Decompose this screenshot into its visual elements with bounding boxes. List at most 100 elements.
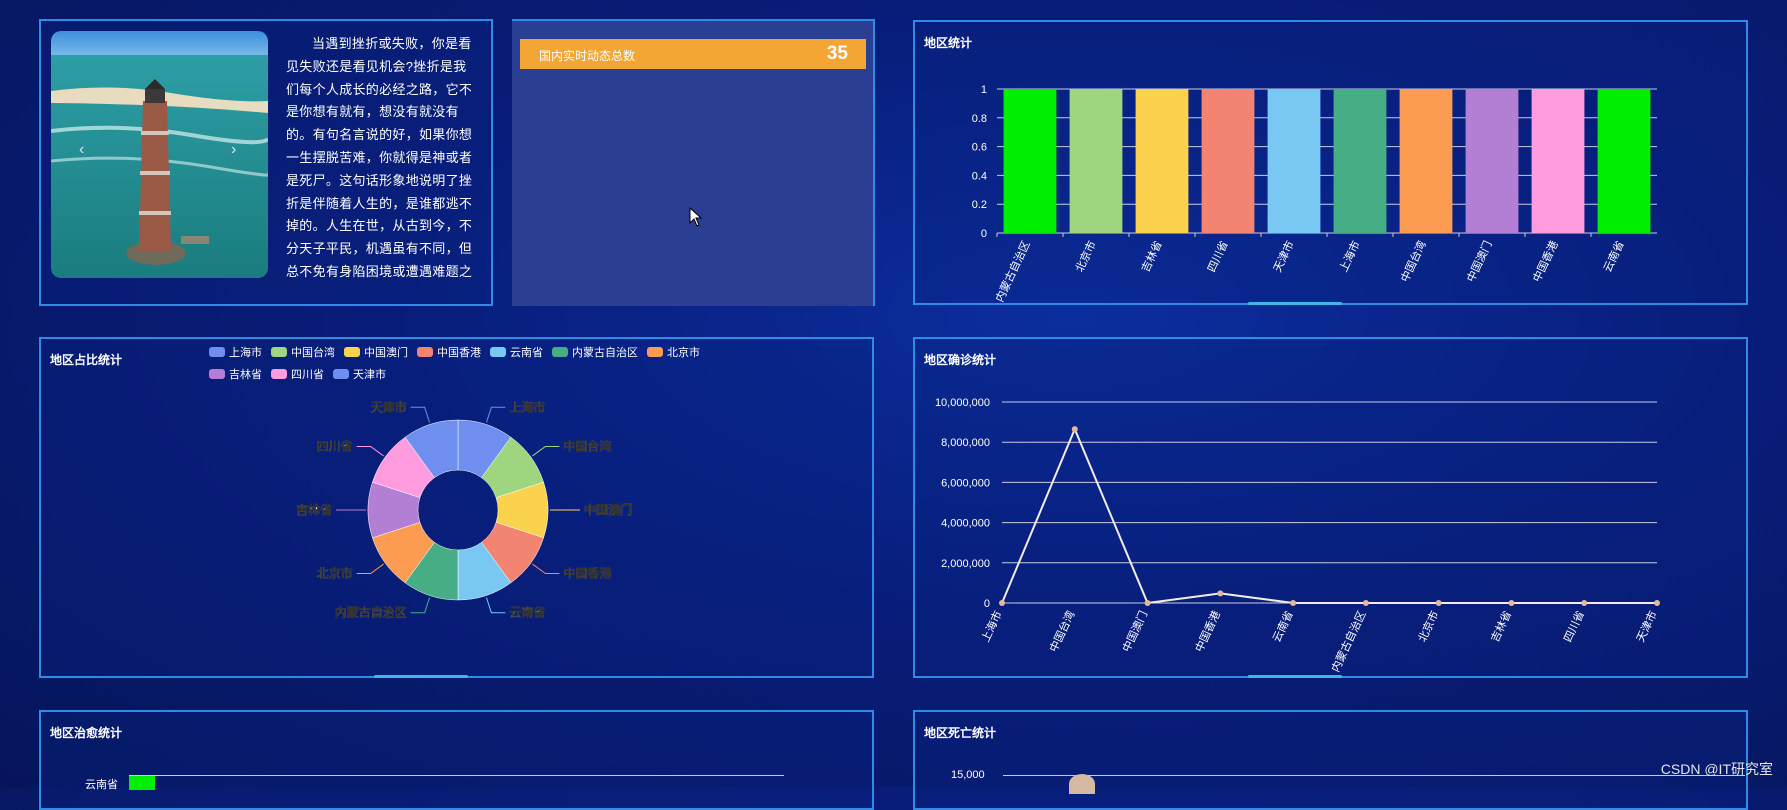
legend-item[interactable]: 中国台湾	[271, 344, 335, 360]
pie-label: 中国澳门	[584, 502, 632, 517]
pie-label-line	[410, 406, 431, 423]
cure-first-label: 云南省	[85, 779, 118, 791]
cure-first-bar	[129, 776, 155, 790]
bar-x-tick: 四川省	[1205, 239, 1231, 274]
bar-中国香港	[1531, 89, 1585, 233]
line-y-tick: 8,000,000	[941, 437, 990, 449]
carousel-prev-button[interactable]: ‹	[79, 141, 85, 158]
legend-label: 内蒙古自治区	[572, 347, 638, 359]
line-point-中国澳门	[1144, 600, 1151, 606]
legend-label: 中国台湾	[291, 347, 335, 359]
legend-swatch	[417, 347, 433, 357]
pie-label: 云南省	[509, 605, 545, 620]
legend-item[interactable]: 上海市	[209, 344, 262, 360]
lighthouse-photo[interactable]: ‹ ›	[51, 31, 268, 278]
bar-中国澳门	[1465, 89, 1519, 233]
bar-吉林省	[1135, 89, 1189, 233]
bar-y-tick: 0.6	[972, 142, 987, 154]
story-text: 当遇到挫折或失败，你是看见失败还是看见机会?挫折是我们每个人成长的必经之路，它不…	[286, 36, 473, 279]
pie-label-line	[485, 406, 506, 423]
line-series	[1001, 426, 1657, 605]
bar-y-tick: 0	[981, 228, 987, 240]
pie-label: 天津市	[371, 399, 407, 414]
death-chart-title: 地区死亡统计	[924, 726, 997, 740]
bar-chart-title: 地区统计	[924, 36, 973, 50]
line-y-tick: 2,000,000	[941, 558, 990, 570]
cure-axis-line	[129, 775, 784, 776]
legend-swatch	[209, 347, 225, 357]
line-point-内蒙古自治区	[1362, 600, 1369, 606]
legend-item[interactable]: 北京市	[647, 344, 700, 360]
legend-label: 上海市	[229, 347, 262, 359]
bar-x-tick: 内蒙古自治区	[992, 238, 1033, 303]
bar-云南省	[1597, 89, 1651, 233]
line-point-中国香港	[1217, 590, 1224, 597]
line-x-tick: 上海市	[978, 608, 1005, 644]
bar-y-tick: 1	[981, 84, 987, 96]
bar-y-tick: 0.4	[972, 170, 987, 182]
bar-内蒙古自治区	[1003, 89, 1057, 233]
line-chart: 0 2,000,000 4,000,000 6,000,000 8,000,000 10,…	[935, 397, 1660, 674]
bar-x-tick: 天津市	[1270, 238, 1297, 274]
legend-item[interactable]: 中国澳门	[344, 344, 408, 360]
pie-label-line	[532, 446, 560, 457]
line-x-tick: 中国台湾	[1046, 608, 1077, 654]
legend-label: 云南省	[510, 347, 543, 359]
mouse-cursor-icon	[689, 207, 703, 227]
pie-legend: 上海市 中国台湾 中国澳门 中国香港 云南省 内蒙古自治区 北京市吉林省 四川省 天津市	[209, 344, 749, 388]
pie-label: 内蒙古自治区	[335, 605, 407, 620]
bar-x-tick: 云南省	[1601, 239, 1627, 274]
legend-item[interactable]: 中国香港	[417, 344, 481, 360]
legend-item[interactable]: 天津市	[333, 366, 386, 382]
legend-swatch	[333, 369, 349, 379]
line-x-tick: 内蒙古自治区	[1328, 608, 1369, 674]
bar-chart-panel: 地区统计 0 0.2 0.4 0.6 0.8 1 内蒙古自治区 北京市 吉林省 四川省 天津市 上海市…	[913, 20, 1748, 305]
line-point-吉林省	[1508, 600, 1515, 606]
legend-item[interactable]: 内蒙古自治区	[552, 344, 638, 360]
legend-label: 天津市	[353, 369, 386, 381]
watermark: CSDN @IT研究室	[1660, 761, 1773, 777]
line-x-tick: 吉林省	[1488, 608, 1515, 644]
pie-label: 中国台湾	[563, 439, 611, 454]
bar-x-tick: 北京市	[1072, 238, 1099, 274]
pie-chart-title: 地区占比统计	[50, 353, 123, 367]
realtime-value: 35	[826, 43, 848, 64]
line-x-tick: 四川省	[1561, 609, 1587, 644]
scroll-indicator	[1248, 302, 1342, 305]
pie-label-line	[532, 563, 560, 574]
bar-x-tick: 吉林省	[1138, 238, 1165, 274]
pie-label: 四川省	[317, 439, 353, 454]
realtime-total-bar: 国内实时动态总数 35	[520, 39, 866, 69]
line-x-tick: 云南省	[1270, 609, 1296, 644]
line-chart-title: 地区确诊统计	[924, 353, 997, 367]
legend-label: 四川省	[291, 369, 324, 381]
legend-item[interactable]: 云南省	[490, 344, 543, 360]
legend-swatch	[271, 369, 287, 379]
pie-label-line	[356, 563, 384, 574]
legend-swatch	[209, 369, 225, 379]
legend-swatch	[344, 347, 360, 357]
bar-x-tick: 中国澳门	[1463, 238, 1494, 284]
death-y-top-label: 15,000	[951, 769, 985, 781]
line-y-tick: 10,000,000	[935, 397, 990, 409]
line-y-tick: 0	[984, 598, 990, 610]
bar-天津市	[1267, 89, 1321, 233]
line-point-北京市	[1435, 600, 1442, 606]
legend-item[interactable]: 吉林省	[209, 366, 262, 382]
cure-chart-title: 地区治愈统计	[50, 726, 123, 740]
bar-北京市	[1069, 89, 1123, 233]
pie-label-line	[485, 597, 506, 614]
line-point-中国台湾	[1071, 426, 1078, 433]
story-panel: ‹ › 当遇到挫折或失败，你是看见失败还是看见机会?挫折是我们每个人成长的必经之…	[39, 19, 493, 306]
scroll-indicator	[1248, 675, 1342, 678]
legend-label: 吉林省	[229, 369, 262, 381]
realtime-label: 国内实时动态总数	[539, 49, 636, 63]
legend-swatch	[552, 347, 568, 357]
bar-x-tick: 中国台湾	[1397, 238, 1428, 284]
cure-chart-panel: 地区治愈统计 云南省	[39, 710, 874, 810]
pie-label: 上海市	[509, 399, 545, 414]
pie-label: 北京市	[317, 565, 353, 580]
legend-item[interactable]: 四川省	[271, 366, 324, 382]
carousel-next-button[interactable]: ›	[231, 141, 237, 158]
realtime-panel: 国内实时动态总数 35	[512, 19, 875, 306]
